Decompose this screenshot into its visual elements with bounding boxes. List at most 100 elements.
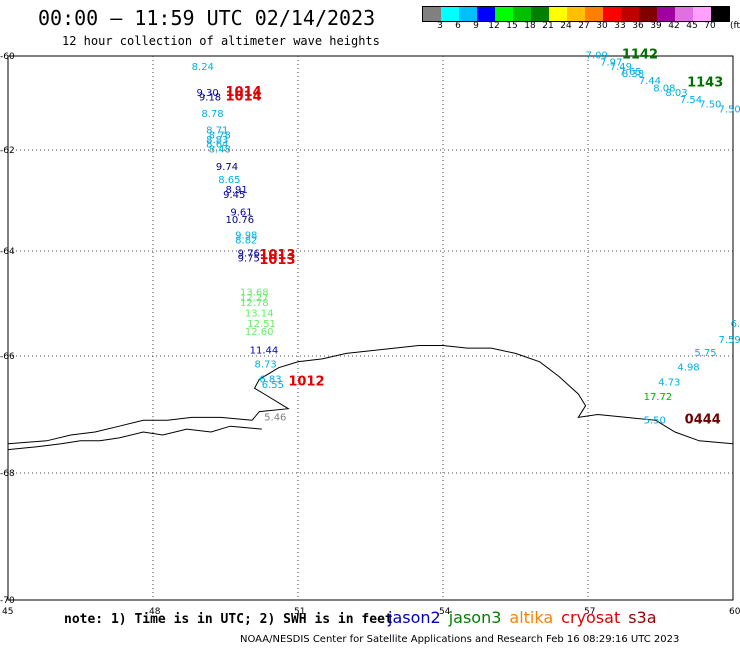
- lat-tick-label: -60: [0, 52, 15, 62]
- wave-height-label: 8.73: [255, 360, 277, 371]
- colorbar-swatch: [477, 7, 495, 21]
- wave-height-label: 9.75: [238, 254, 260, 265]
- colorbar-tick-label: 45: [686, 21, 698, 31]
- colorbar-swatch: [549, 7, 567, 21]
- colorbar-swatch: [531, 7, 549, 21]
- lon-tick-label: 60: [729, 607, 740, 617]
- colorbar-tick-label: 12: [488, 21, 500, 31]
- pass-time-label: 1012: [288, 374, 324, 389]
- wave-height-label: 12.78: [240, 298, 269, 309]
- colorbar-tick-label: 24: [560, 21, 572, 31]
- wave-height-label: 7.59: [719, 335, 740, 346]
- colorbar-swatch: [675, 7, 693, 21]
- wave-height-label: 13.68: [240, 288, 269, 299]
- wave-height-label: 10.76: [226, 215, 255, 226]
- wave-height-colorbar: [422, 6, 730, 22]
- colorbar-swatch: [621, 7, 639, 21]
- colorbar-swatch: [711, 7, 729, 21]
- credit-line: NOAA/NESDIS Center for Satellite Applica…: [240, 634, 680, 645]
- colorbar-swatch: [459, 7, 477, 21]
- wave-height-label: 4.73: [658, 377, 680, 388]
- wave-height-label: 7.50: [699, 100, 721, 111]
- colorbar-swatch: [441, 7, 459, 21]
- colorbar-swatch: [423, 7, 441, 21]
- map-subtitle: 12 hour collection of altimeter wave hei…: [62, 34, 380, 48]
- colorbar-tick-label: 6: [455, 21, 461, 31]
- wave-height-label: 9.98: [235, 230, 257, 241]
- legend-cryosat: cryosat: [561, 608, 621, 627]
- lon-tick-label: 54: [439, 607, 451, 617]
- footer-note: note: 1) Time is in UTC; 2) SWH is in fe…: [64, 612, 393, 627]
- colorbar-tick-label: 9: [473, 21, 479, 31]
- lat-tick-label: -66: [0, 352, 15, 362]
- wave-height-label: 17.72: [644, 392, 673, 403]
- wave-height-label: 6.83: [259, 374, 281, 385]
- wave-height-label: 13.14: [245, 309, 274, 320]
- pass-time-label: 1014: [226, 90, 262, 105]
- wave-height-label: 7.09: [586, 50, 608, 61]
- map-title: 00:00 – 11:59 UTC 02/14/2023: [38, 6, 376, 30]
- wave-height-label: 12.51: [247, 319, 276, 330]
- wave-height-label: 5.75: [694, 348, 716, 359]
- wave-height-label: 6.55: [262, 380, 284, 391]
- wave-height-label: 7.97: [600, 57, 622, 68]
- wave-height-label: 9.18: [199, 93, 221, 104]
- legend-jason2: jason2: [388, 608, 441, 627]
- colorbar-swatch: [639, 7, 657, 21]
- wave-height-label: 8.71: [206, 126, 228, 137]
- wave-height-label: 8.03: [665, 88, 687, 99]
- colorbar-tick-label: 70: [704, 21, 716, 31]
- colorbar-swatch: [495, 7, 513, 21]
- wave-height-label: 12.60: [245, 327, 274, 338]
- lat-tick-label: -70: [0, 596, 15, 606]
- lon-tick-label: 48: [149, 607, 161, 617]
- colorbar-swatch: [693, 7, 711, 21]
- pass-time-label: 1142: [622, 47, 658, 62]
- wave-height-label: 5.46: [264, 412, 286, 423]
- wave-height-label: 8.64: [206, 140, 228, 151]
- colorbar-swatch: [603, 7, 621, 21]
- colorbar-tick-label: 21: [542, 21, 554, 31]
- wave-height-label: 7.49: [610, 62, 632, 73]
- wave-height-label: 7.54: [680, 95, 702, 106]
- colorbar-swatch: [567, 7, 585, 21]
- wave-height-label: 8.48: [209, 145, 231, 156]
- coastline: [251, 345, 734, 445]
- wave-height-label: 8.78: [201, 109, 223, 120]
- colorbar-tick-label: 30: [596, 21, 608, 31]
- legend-altika: altika: [509, 608, 554, 627]
- wave-height-label: 7.44: [639, 76, 661, 87]
- pass-time-label: 1014: [226, 85, 262, 100]
- wave-height-label: 7.65: [619, 67, 641, 78]
- colorbar-tick-label: 39: [650, 21, 662, 31]
- colorbar-swatch: [585, 7, 603, 21]
- wave-height-label: 12.27: [240, 293, 269, 304]
- lat-tick-label: -64: [0, 247, 15, 257]
- wave-height-label: 7.50: [719, 104, 740, 115]
- lon-tick-label: 57: [584, 607, 595, 617]
- wave-height-label: 9.45: [223, 190, 245, 201]
- colorbar-swatch: [657, 7, 675, 21]
- pass-time-label: 1143: [687, 76, 723, 91]
- colorbar-tick-label: 18: [524, 21, 536, 31]
- colorbar-tick-label: 36: [632, 21, 644, 31]
- wave-height-label: 8.78: [209, 130, 231, 141]
- wave-height-label: 5.50: [644, 415, 666, 426]
- pass-time-label: 1013: [259, 248, 295, 263]
- wave-height-label: 8.65: [218, 175, 240, 186]
- coastline: [7, 425, 262, 451]
- colorbar-tick-label: 27: [578, 21, 590, 31]
- colorbar-swatch: [513, 7, 531, 21]
- wave-height-label: 6.0: [731, 319, 740, 330]
- map-frame: [7, 55, 734, 601]
- wave-height-label: 8.91: [226, 185, 248, 196]
- pass-time-label: 0444: [685, 412, 721, 427]
- colorbar-unit-label: (ft): [730, 21, 740, 31]
- coastline: [7, 416, 253, 445]
- lat-tick-label: -68: [0, 469, 15, 479]
- wave-height-label: 9.30: [197, 88, 219, 99]
- colorbar-tick-label: 15: [506, 21, 518, 31]
- pass-time-label: 1013: [259, 253, 295, 268]
